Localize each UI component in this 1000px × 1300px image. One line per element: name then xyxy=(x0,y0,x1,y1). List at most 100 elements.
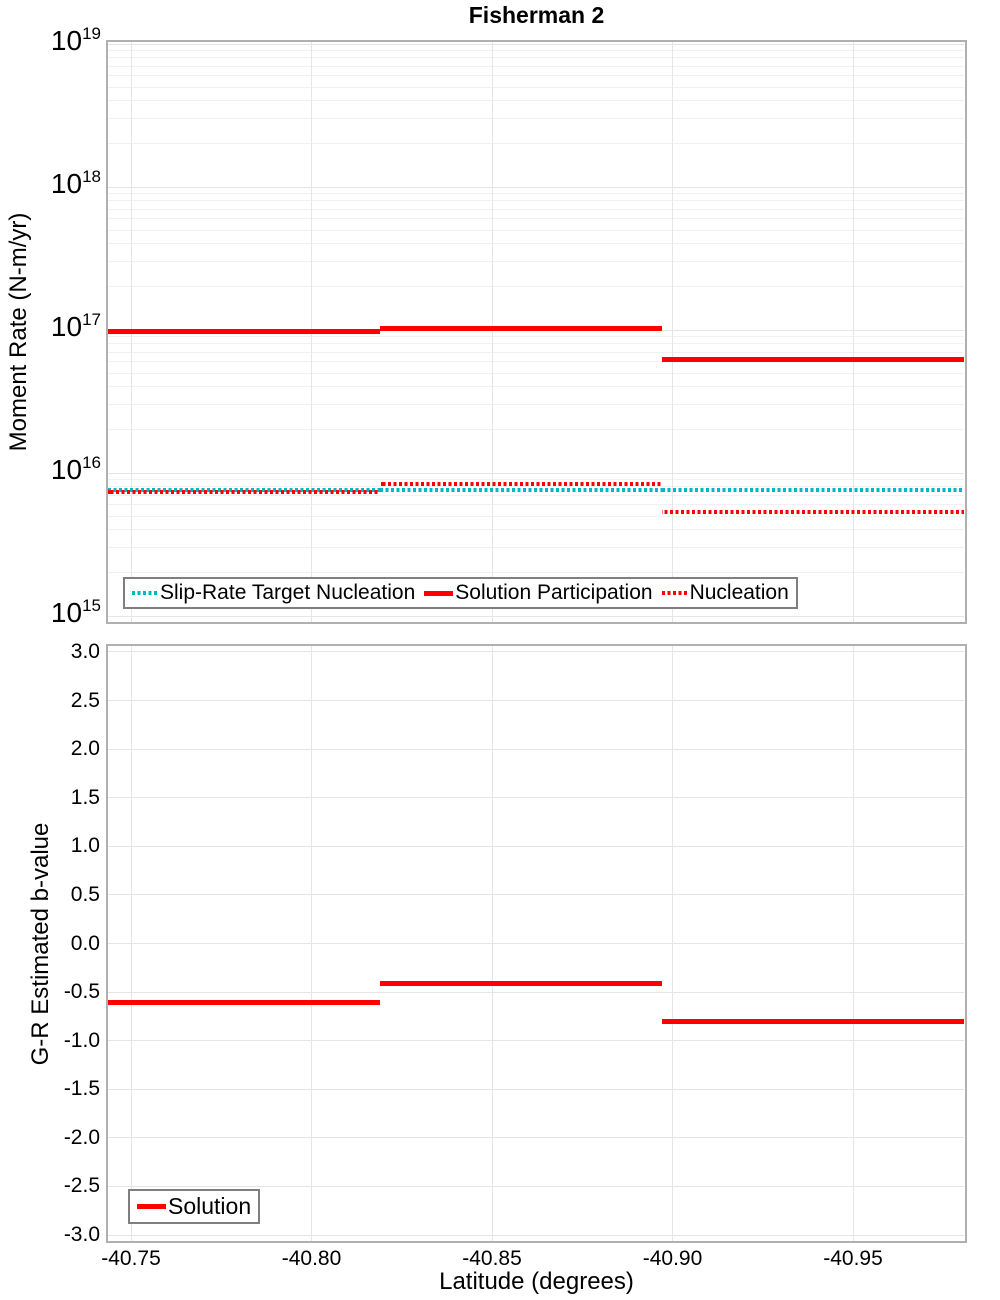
major-gridline xyxy=(108,846,964,847)
minor-gridline xyxy=(108,230,964,231)
legend-entry: Slip-Rate Target Nucleation xyxy=(132,581,415,605)
y-tick-label-b-value: 0.5 xyxy=(10,883,100,907)
legend-entry: Solution Participation xyxy=(424,581,652,605)
minor-gridline xyxy=(108,243,964,244)
minor-gridline xyxy=(108,218,964,219)
legend-label: Slip-Rate Target Nucleation xyxy=(160,581,415,605)
major-gridline xyxy=(108,187,964,188)
minor-gridline xyxy=(108,209,964,210)
y-tick-label-b-value: -0.5 xyxy=(10,980,100,1004)
y-tick-label-b-value: 1.5 xyxy=(10,786,100,810)
y-tick-label-moment-rate: 1016 xyxy=(11,456,101,484)
minor-gridline xyxy=(108,495,964,496)
minor-gridline xyxy=(108,57,964,58)
solid-line-swatch xyxy=(137,1204,166,1209)
vertical-gridline xyxy=(672,646,673,1241)
legend-box: Slip-Rate Target Nucleation Solution Part… xyxy=(123,577,798,609)
minor-gridline xyxy=(108,429,964,430)
series-segment-solution-b-value xyxy=(108,1000,380,1005)
minor-gridline xyxy=(108,193,964,194)
minor-gridline xyxy=(108,50,964,51)
vertical-gridline xyxy=(853,42,854,622)
series-segment-nucleation xyxy=(108,490,380,494)
major-gridline xyxy=(108,473,964,474)
vertical-gridline xyxy=(492,646,493,1241)
minor-gridline xyxy=(108,118,964,119)
y-tick-label-b-value: 0.0 xyxy=(10,932,100,956)
major-gridline xyxy=(108,1235,964,1236)
major-gridline xyxy=(108,616,964,617)
y-tick-label-b-value: -1.0 xyxy=(10,1029,100,1053)
minor-gridline xyxy=(108,504,964,505)
series-segment-slip-rate-target-nucleation xyxy=(662,488,964,492)
y-tick-label-moment-rate: 1019 xyxy=(11,27,101,55)
series-segment-solution-participation xyxy=(108,329,380,334)
series-segment-solution-participation xyxy=(380,326,662,331)
x-tick-label: -40.75 xyxy=(76,1247,186,1271)
minor-gridline xyxy=(108,286,964,287)
x-tick-label: -40.85 xyxy=(437,1247,547,1271)
y-tick-label-b-value: 2.0 xyxy=(10,737,100,761)
y-tick-label-b-value: -2.5 xyxy=(10,1174,100,1198)
minor-gridline xyxy=(108,529,964,530)
series-segment-solution-participation xyxy=(662,357,964,362)
major-gridline xyxy=(108,1089,964,1090)
major-gridline xyxy=(108,1137,964,1138)
legend-box: Solution xyxy=(128,1189,260,1224)
vertical-gridline xyxy=(311,646,312,1241)
y-tick-label-b-value: 3.0 xyxy=(10,640,100,664)
legend-label: Nucleation xyxy=(690,581,789,605)
minor-gridline xyxy=(108,336,964,337)
vertical-gridline xyxy=(853,646,854,1241)
minor-gridline xyxy=(108,386,964,387)
minor-gridline xyxy=(108,404,964,405)
y-tick-label-b-value: -3.0 xyxy=(10,1223,100,1247)
y-tick-label-b-value: 1.0 xyxy=(10,834,100,858)
vertical-gridline xyxy=(492,42,493,622)
major-gridline xyxy=(108,749,964,750)
major-gridline xyxy=(108,1040,964,1041)
chart-graphics-layer: 1019 1018 1017 1016 1015 3.0 2.5 2.0 1.5 1.0 0.5 0.… xyxy=(0,0,1000,1300)
x-tick-label: -40.95 xyxy=(798,1247,908,1271)
minor-gridline xyxy=(108,343,964,344)
major-gridline xyxy=(108,797,964,798)
series-segment-nucleation xyxy=(380,482,662,486)
legend-entry: Nucleation xyxy=(662,581,789,605)
major-gridline xyxy=(108,44,964,45)
minor-gridline xyxy=(108,572,964,573)
minor-gridline xyxy=(108,516,964,517)
series-segment-slip-rate-target-nucleation xyxy=(380,488,662,492)
major-gridline xyxy=(108,651,964,652)
minor-gridline xyxy=(108,479,964,480)
y-tick-label-moment-rate: 1017 xyxy=(11,313,101,341)
vertical-gridline xyxy=(672,42,673,622)
minor-gridline xyxy=(108,261,964,262)
legend-entry: Solution xyxy=(137,1193,251,1220)
minor-gridline xyxy=(108,87,964,88)
minor-gridline xyxy=(108,200,964,201)
vertical-gridline xyxy=(131,646,132,1241)
x-tick-label: -40.80 xyxy=(257,1247,367,1271)
legend-label: Solution xyxy=(168,1193,251,1220)
y-tick-label-b-value: -2.0 xyxy=(10,1126,100,1150)
minor-gridline xyxy=(108,352,964,353)
major-gridline xyxy=(108,943,964,944)
minor-gridline xyxy=(108,373,964,374)
figure-fisherman-2: Fisherman 2 Moment Rate (N-m/yr) G-R Est… xyxy=(0,0,1000,1300)
y-tick-label-moment-rate: 1018 xyxy=(11,170,101,198)
dotted-line-swatch xyxy=(662,591,688,595)
major-gridline xyxy=(108,992,964,993)
series-segment-solution-b-value xyxy=(662,1019,964,1024)
x-tick-label: -40.90 xyxy=(618,1247,728,1271)
solid-line-swatch xyxy=(424,591,453,596)
y-tick-label-moment-rate: 1015 xyxy=(11,599,101,627)
dotted-line-swatch xyxy=(132,591,158,595)
minor-gridline xyxy=(108,66,964,67)
y-tick-label-b-value: -1.5 xyxy=(10,1077,100,1101)
y-tick-label-b-value: 2.5 xyxy=(10,689,100,713)
series-segment-nucleation xyxy=(662,510,964,514)
minor-gridline xyxy=(108,143,964,144)
series-segment-solution-b-value xyxy=(380,981,662,986)
major-gridline xyxy=(108,894,964,895)
major-gridline xyxy=(108,700,964,701)
